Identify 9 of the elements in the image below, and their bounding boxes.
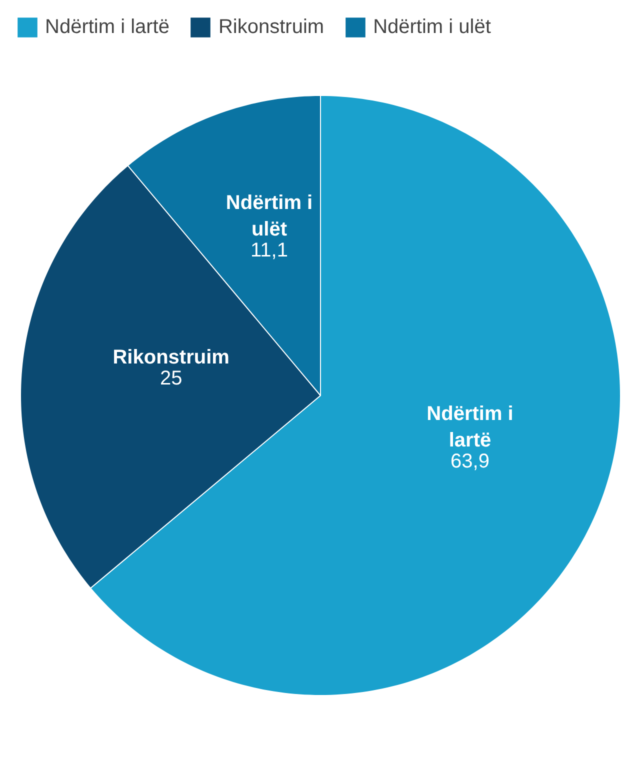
legend-label: Ndërtim i ulët [373,16,491,38]
slice-label: Rikonstruim [112,346,230,368]
slice-label: Ndërtim i lartë [426,402,514,452]
legend-label: Ndërtim i lartë [45,16,170,38]
slice-label: Ndërtim i ulët [226,192,313,241]
data-label: 63,9 [450,450,490,472]
data-label: 25 [160,367,182,390]
data-label: 11,1 [250,240,288,262]
legend-label: Rikonstruim [218,16,324,38]
